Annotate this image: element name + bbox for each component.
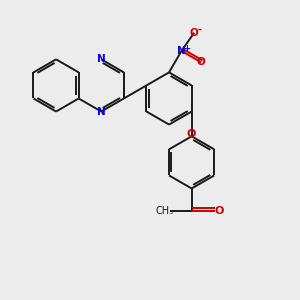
Text: N: N xyxy=(177,46,186,56)
Text: O: O xyxy=(190,28,199,38)
Text: CH₃: CH₃ xyxy=(155,206,173,216)
Text: N: N xyxy=(97,54,106,64)
Text: N: N xyxy=(97,106,106,116)
Text: +: + xyxy=(183,44,190,53)
Text: O: O xyxy=(197,57,206,68)
Text: -: - xyxy=(197,25,201,35)
Text: O: O xyxy=(187,129,196,139)
Text: O: O xyxy=(214,206,224,216)
